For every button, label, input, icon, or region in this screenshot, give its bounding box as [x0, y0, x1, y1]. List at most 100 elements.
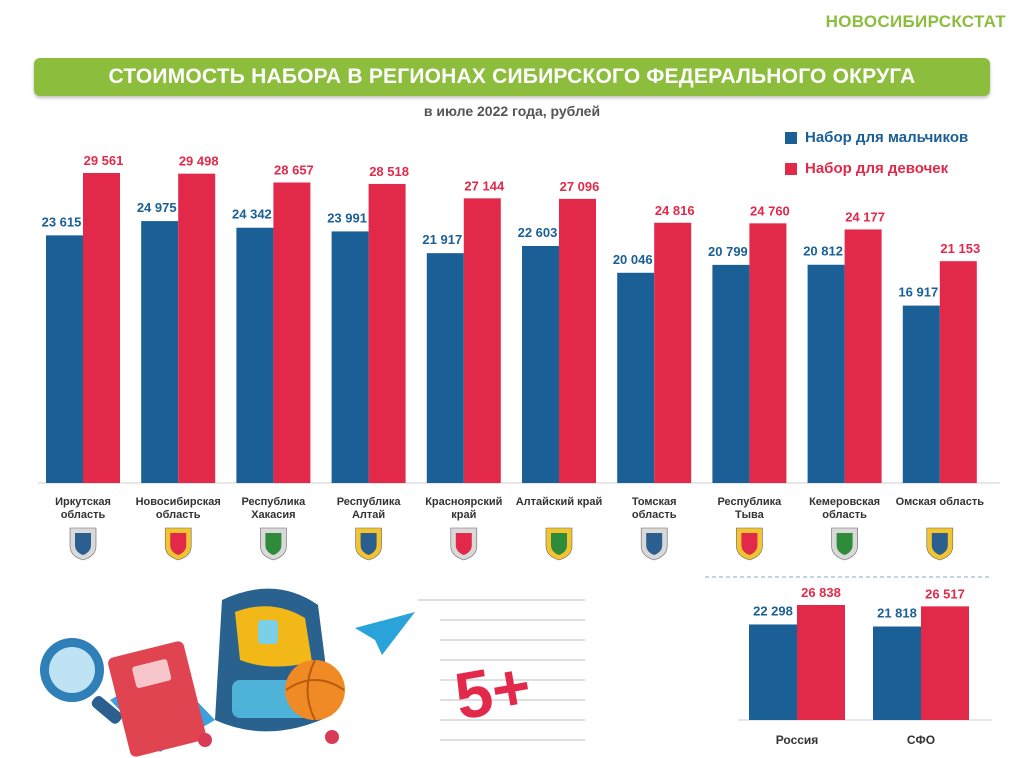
bar-girls — [654, 222, 692, 483]
bar-girls — [178, 173, 216, 483]
pushpin-icon — [325, 730, 339, 744]
bar-boys — [141, 221, 179, 484]
altai-republic-emblem-detail — [360, 533, 377, 555]
bar-boys — [426, 253, 464, 483]
category-label: Республика — [337, 496, 402, 508]
category-label: край — [451, 509, 476, 521]
chart-subtitle: в июле 2022 года, рублей — [423, 103, 601, 119]
pushpin-icon — [198, 733, 212, 747]
bar-girls — [273, 182, 311, 484]
category-label: область — [632, 509, 677, 521]
category-label: Тыва — [735, 509, 765, 521]
data-label-boys: 21 818 — [877, 606, 917, 621]
category-label: Россия — [776, 733, 819, 747]
bar-boys — [522, 245, 559, 483]
grade-mark: 5+ — [449, 648, 536, 734]
category-label: Республика — [717, 496, 782, 508]
data-label-boys: 23 615 — [42, 214, 82, 229]
bar-boys — [617, 272, 655, 483]
category-label: Хакасия — [251, 509, 295, 521]
tomsk-emblem-detail — [646, 533, 663, 555]
bar-girls — [749, 223, 787, 483]
altai-krai-emblem-detail — [551, 533, 567, 555]
data-label-girls: 24 177 — [845, 209, 885, 224]
kemerovo-emblem-detail — [836, 533, 853, 555]
category-label: Новосибирская — [136, 496, 221, 508]
data-label-girls: 24 760 — [750, 203, 790, 218]
omsk-emblem-detail — [931, 533, 948, 555]
data-label-girls: 28 657 — [274, 162, 314, 177]
bar-girls — [844, 229, 882, 483]
paper-plane-icon — [355, 612, 415, 655]
legend-swatch-boys — [785, 131, 797, 144]
category-label: Республика — [241, 496, 306, 508]
data-label-girls: 27 096 — [560, 179, 600, 194]
legend-label-boys: Набор для мальчиков — [805, 129, 969, 146]
data-label-boys: 20 046 — [613, 252, 653, 267]
school-supplies-illustration: 5+ — [40, 588, 585, 757]
bar-girls — [921, 606, 969, 720]
bar-girls — [368, 183, 406, 483]
basketball-icon — [285, 659, 345, 721]
category-label: Иркутская — [55, 496, 111, 508]
data-label-girls: 21 153 — [940, 241, 980, 256]
data-label-boys: 22 298 — [753, 603, 793, 618]
data-label-girls: 26 517 — [925, 586, 965, 601]
chart-title: СТОИМОСТЬ НАБОРА В РЕГИОНАХ СИБИРСКОГО Ф… — [108, 65, 916, 88]
bar-boys — [807, 264, 845, 483]
data-label-boys: 24 975 — [137, 200, 177, 215]
bar-boys — [236, 227, 274, 483]
magnifier-icon — [40, 638, 123, 724]
data-label-girls: 28 518 — [369, 164, 409, 179]
bar-boys — [873, 626, 921, 720]
lined-paper — [418, 599, 585, 741]
data-label-boys: 16 917 — [898, 285, 938, 300]
bar-girls — [559, 198, 596, 484]
bar-girls — [463, 198, 501, 484]
data-label-boys: 22 603 — [518, 225, 558, 240]
data-label-girls: 29 498 — [179, 154, 219, 169]
novosibirsk-emblem-detail — [170, 533, 187, 555]
brand-name: НОВОСИБИРСКСТАТ — [825, 12, 1006, 31]
category-label: Алтайский край — [516, 496, 603, 508]
bar-boys — [331, 231, 369, 483]
category-label: СФО — [907, 733, 935, 747]
bar-boys — [749, 624, 797, 720]
legend-swatch-girls — [785, 162, 797, 175]
data-label-girls: 29 561 — [84, 153, 124, 168]
category-label: Томская — [632, 496, 677, 508]
data-label-boys: 20 812 — [803, 244, 843, 259]
data-label-girls: 27 144 — [464, 178, 505, 193]
tyva-emblem-detail — [741, 533, 758, 555]
data-label-girls: 26 838 — [801, 585, 841, 600]
irkutsk-emblem-detail — [75, 533, 91, 555]
category-label: область — [61, 509, 106, 521]
data-label-boys: 20 799 — [708, 244, 748, 259]
category-label: Кемеровская — [809, 496, 880, 508]
data-label-boys: 21 917 — [422, 232, 462, 247]
bar-girls — [83, 173, 120, 483]
category-label: область — [822, 509, 867, 521]
category-label: область — [156, 509, 201, 521]
bar-boys — [712, 264, 750, 483]
title-banner: СТОИМОСТЬ НАБОРА В РЕГИОНАХ СИБИРСКОГО Ф… — [34, 58, 990, 96]
category-label: Красноярский — [425, 496, 502, 508]
krasnoyarsk-emblem-detail — [455, 533, 472, 555]
bar-boys — [46, 235, 83, 483]
comparison-bar-chart: 22 298 26 838 Россия 21 818 26 517 СФО — [738, 585, 992, 747]
legend-girls: Набор для девочек — [785, 160, 948, 177]
red-book-icon — [108, 641, 206, 757]
bar-boys — [902, 305, 940, 483]
bar-girls — [797, 605, 845, 720]
legend-boys: Набор для мальчиков — [785, 129, 968, 146]
category-label: Омская область — [896, 496, 985, 508]
data-label-boys: 24 342 — [232, 207, 272, 222]
bar-girls — [939, 261, 977, 483]
category-label: Алтай — [352, 509, 385, 521]
khakassia-emblem-detail — [265, 533, 282, 555]
legend-label-girls: Набор для девочек — [805, 160, 949, 177]
data-label-girls: 24 816 — [655, 203, 695, 218]
data-label-boys: 23 991 — [327, 210, 367, 225]
